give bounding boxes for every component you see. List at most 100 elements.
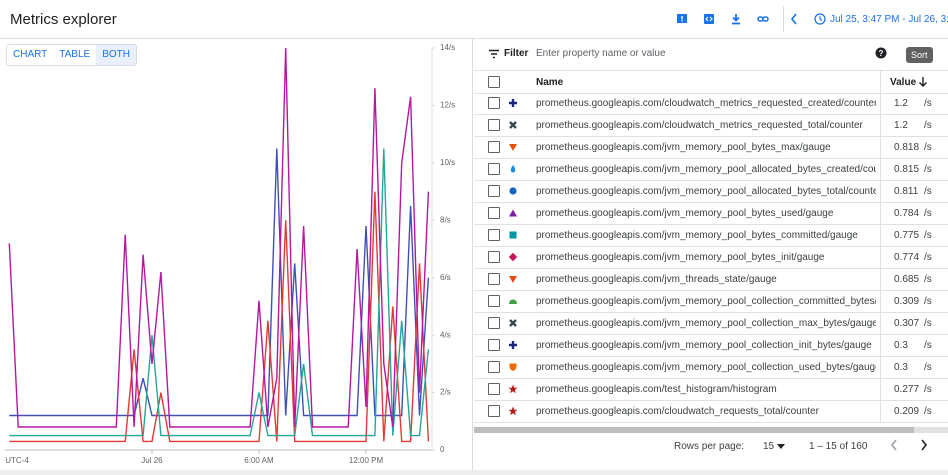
row-checkbox[interactable] <box>488 405 500 417</box>
metric-value: 0.784 <box>894 208 920 219</box>
row-checkbox[interactable] <box>488 119 500 131</box>
metric-unit: /s <box>924 384 932 395</box>
metric-name: prometheus.googleapis.com/cloudwatch_met… <box>536 120 863 131</box>
previous-page-button[interactable] <box>890 439 898 451</box>
view-toggle: CHART TABLE BOTH <box>6 44 137 66</box>
column-separator <box>880 136 881 158</box>
metric-value: 0.309 <box>894 296 920 307</box>
column-separator <box>880 71 881 93</box>
code-button[interactable] <box>703 13 715 25</box>
series-marker <box>509 341 517 349</box>
rows-per-page-select[interactable]: 15 <box>763 441 775 452</box>
row-checkbox[interactable] <box>488 317 500 329</box>
table-row: prometheus.googleapis.com/jvm_memory_poo… <box>474 246 948 269</box>
filter-icon <box>489 49 499 59</box>
metric-name: prometheus.googleapis.com/jvm_memory_poo… <box>536 318 876 329</box>
page-title: Metrics explorer <box>10 11 117 28</box>
time-range-text: Jul 25, 3:47 PM - Jul 26, 3:4 <box>830 14 948 25</box>
row-checkbox[interactable] <box>488 339 500 351</box>
metric-value: 0.3 <box>894 362 908 373</box>
metric-name: prometheus.googleapis.com/jvm_threads_st… <box>536 274 777 285</box>
view-option[interactable]: CHART <box>13 49 48 60</box>
column-separator <box>880 114 881 136</box>
metric-unit: /s <box>924 340 932 351</box>
column-separator <box>880 378 881 400</box>
column-separator <box>880 400 881 422</box>
y-tick-label: 8/s <box>440 215 451 224</box>
metric-value: 0.774 <box>894 252 920 263</box>
metric-unit: /s <box>924 142 932 153</box>
time-range-picker[interactable]: Jul 25, 3:47 PM - Jul 26, 3:4 <box>783 6 948 32</box>
series-marker <box>508 406 518 416</box>
series-marker <box>509 299 517 304</box>
table-row: prometheus.googleapis.com/jvm_memory_poo… <box>474 158 948 181</box>
table-row: prometheus.googleapis.com/jvm_memory_poo… <box>474 224 948 247</box>
row-checkbox[interactable] <box>488 383 500 395</box>
row-checkbox[interactable] <box>488 207 500 219</box>
view-option[interactable]: TABLE <box>59 49 91 60</box>
series-line <box>9 191 430 443</box>
metric-name: prometheus.googleapis.com/cloudwatch_met… <box>536 98 876 109</box>
series-marker <box>509 209 517 217</box>
column-separator <box>880 202 881 224</box>
row-checkbox[interactable] <box>488 229 500 241</box>
page-range: 1 – 15 of 160 <box>809 441 868 452</box>
row-checkbox[interactable] <box>488 295 500 307</box>
column-header[interactable]: Value <box>890 77 917 88</box>
metric-name: prometheus.googleapis.com/jvm_memory_poo… <box>536 230 858 241</box>
metric-value: 0.815 <box>894 164 920 175</box>
table-row: prometheus.googleapis.com/jvm_memory_poo… <box>474 202 948 225</box>
row-checkbox[interactable] <box>488 97 500 109</box>
next-page-button[interactable] <box>920 439 928 451</box>
metric-unit: /s <box>924 252 932 263</box>
metric-name: prometheus.googleapis.com/jvm_memory_poo… <box>536 252 825 263</box>
table-row: prometheus.googleapis.com/test_histogram… <box>474 378 948 401</box>
metric-name: prometheus.googleapis.com/jvm_memory_poo… <box>536 208 834 219</box>
feedback-button[interactable] <box>676 13 688 25</box>
row-checkbox[interactable] <box>488 141 500 153</box>
x-tick-label: 6:00 AM <box>244 456 274 465</box>
previous-button[interactable] <box>790 13 798 25</box>
column-separator <box>880 334 881 356</box>
metric-name: prometheus.googleapis.com/jvm_memory_poo… <box>536 340 872 351</box>
series-marker <box>508 384 518 394</box>
series-marker <box>509 187 517 195</box>
table-row: prometheus.googleapis.com/jvm_memory_poo… <box>474 312 948 335</box>
row-checkbox[interactable] <box>488 361 500 373</box>
table-row: prometheus.googleapis.com/cloudwatch_req… <box>474 400 948 423</box>
metric-name: prometheus.googleapis.com/jvm_memory_poo… <box>536 362 876 373</box>
table-row: prometheus.googleapis.com/cloudwatch_met… <box>474 92 948 115</box>
metric-name: prometheus.googleapis.com/jvm_memory_poo… <box>536 164 876 175</box>
metric-unit: /s <box>924 230 932 241</box>
help-icon[interactable]: ? <box>875 47 887 59</box>
sort-arrow[interactable] <box>918 76 928 88</box>
metric-unit: /s <box>924 274 932 285</box>
column-separator <box>880 246 881 268</box>
chart: 0 2/s 4/s 6/s 8/s 10/s 12/s 14/s Jul 26 6:00 AM 12… <box>5 43 455 465</box>
row-checkbox[interactable] <box>488 163 500 175</box>
select-all-checkbox[interactable] <box>488 76 500 88</box>
series-marker <box>509 276 517 283</box>
filter-input[interactable]: Enter property name or value <box>536 48 666 59</box>
column-header[interactable]: Name <box>536 77 564 88</box>
download-button[interactable] <box>730 13 742 25</box>
y-tick-label: 12/s <box>440 101 455 110</box>
link-button[interactable] <box>757 13 769 25</box>
series-marker <box>509 121 517 129</box>
metric-value: 0.775 <box>894 230 920 241</box>
view-option[interactable]: BOTH <box>96 45 136 65</box>
y-tick-label: 2/s <box>440 388 451 397</box>
y-tick-label: 14/s <box>440 43 455 52</box>
metric-name: prometheus.googleapis.com/cloudwatch_req… <box>536 406 819 417</box>
table-pane: Filter Enter property name or value ? So… <box>474 38 948 470</box>
series-marker <box>509 231 517 239</box>
column-separator <box>880 290 881 312</box>
metric-name: prometheus.googleapis.com/test_histogram… <box>536 384 777 395</box>
row-checkbox[interactable] <box>488 251 500 263</box>
horizontal-scrollbar[interactable] <box>474 427 948 433</box>
table-row: prometheus.googleapis.com/jvm_threads_st… <box>474 268 948 291</box>
row-checkbox[interactable] <box>488 185 500 197</box>
metric-name: prometheus.googleapis.com/jvm_memory_poo… <box>536 142 831 153</box>
row-checkbox[interactable] <box>488 273 500 285</box>
